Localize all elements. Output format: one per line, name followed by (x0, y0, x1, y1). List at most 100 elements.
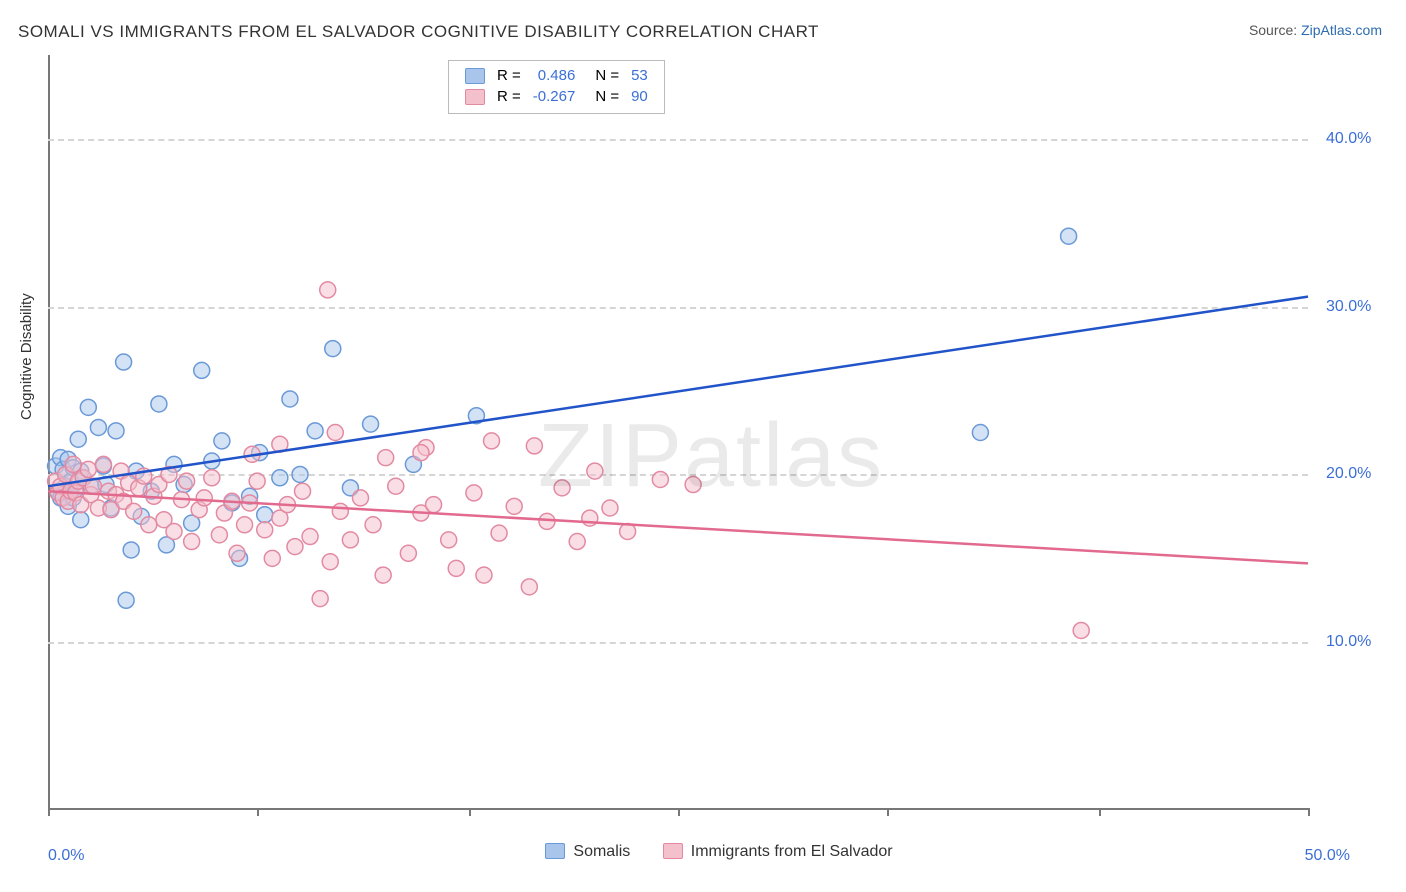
data-point-elsalvador (322, 554, 338, 570)
data-point-somalis (116, 354, 132, 370)
data-point-somalis (363, 416, 379, 432)
data-point-elsalvador (65, 456, 81, 472)
data-point-elsalvador (652, 471, 668, 487)
data-point-somalis (972, 425, 988, 441)
data-point-somalis (325, 341, 341, 357)
stats-R-label: R = (491, 65, 527, 86)
data-point-elsalvador (342, 532, 358, 548)
data-point-somalis (123, 542, 139, 558)
data-point-somalis (118, 592, 134, 608)
data-point-somalis (70, 431, 86, 447)
data-point-somalis (80, 399, 96, 415)
data-point-somalis (73, 512, 89, 528)
data-point-elsalvador (521, 579, 537, 595)
x-tick (1308, 808, 1310, 816)
legend-swatch-elsalvador (663, 843, 683, 859)
data-point-elsalvador (426, 497, 442, 513)
data-point-somalis (151, 396, 167, 412)
legend-label-elsalvador: Immigrants from El Salvador (691, 843, 893, 860)
source-link[interactable]: ZipAtlas.com (1301, 22, 1382, 38)
stats-R-value-somalis: 0.486 (527, 65, 582, 86)
data-point-elsalvador (95, 456, 111, 472)
data-point-elsalvador (539, 513, 555, 529)
legend-swatch-somalis (545, 843, 565, 859)
data-point-elsalvador (196, 490, 212, 506)
data-point-somalis (90, 419, 106, 435)
legend-swatch-somalis (465, 68, 485, 84)
data-point-elsalvador (80, 461, 96, 477)
data-point-elsalvador (257, 522, 273, 538)
trend-line-somalis (48, 297, 1308, 487)
data-point-elsalvador (506, 498, 522, 514)
data-point-elsalvador (249, 473, 265, 489)
data-point-elsalvador (413, 445, 429, 461)
legend-item-elsalvador: Immigrants from El Salvador (663, 843, 893, 861)
data-point-elsalvador (554, 480, 570, 496)
scatter-svg (48, 55, 1308, 810)
stats-R-value-elsalvador: -0.267 (527, 86, 582, 107)
data-point-elsalvador (448, 560, 464, 576)
chart-title: SOMALI VS IMMIGRANTS FROM EL SALVADOR CO… (18, 22, 819, 42)
data-point-somalis (307, 423, 323, 439)
data-point-elsalvador (388, 478, 404, 494)
data-point-somalis (214, 433, 230, 449)
data-point-elsalvador (602, 500, 618, 516)
data-point-somalis (282, 391, 298, 407)
stats-N-label: N = (581, 65, 625, 86)
data-point-elsalvador (1073, 622, 1089, 638)
data-point-elsalvador (211, 527, 227, 543)
data-point-elsalvador (204, 470, 220, 486)
data-point-elsalvador (466, 485, 482, 501)
data-point-elsalvador (141, 517, 157, 533)
stats-legend-table: R = 0.486 N = 53 R = -0.267 N = 90 (459, 65, 654, 107)
data-point-elsalvador (441, 532, 457, 548)
data-point-elsalvador (126, 503, 142, 519)
y-tick-label: 10.0% (1326, 633, 1371, 651)
data-point-elsalvador (491, 525, 507, 541)
y-tick-label: 30.0% (1326, 298, 1371, 316)
data-point-elsalvador (320, 282, 336, 298)
data-point-elsalvador (184, 534, 200, 550)
stats-legend: R = 0.486 N = 53 R = -0.267 N = 90 (448, 60, 665, 114)
data-point-elsalvador (302, 529, 318, 545)
data-point-elsalvador (237, 517, 253, 533)
data-point-elsalvador (484, 433, 500, 449)
data-point-elsalvador (375, 567, 391, 583)
data-point-elsalvador (352, 490, 368, 506)
data-point-elsalvador (332, 503, 348, 519)
data-point-elsalvador (287, 539, 303, 555)
plot-container: 10.0%20.0%30.0%40.0% 0.0% 50.0% ZIPatlas… (48, 55, 1390, 835)
data-point-elsalvador (229, 545, 245, 561)
series-legend: Somalis Immigrants from El Salvador (48, 843, 1390, 861)
stats-N-value-somalis: 53 (625, 65, 654, 86)
source-prefix: Source: (1249, 22, 1301, 38)
data-point-elsalvador (365, 517, 381, 533)
data-point-elsalvador (378, 450, 394, 466)
data-point-elsalvador (327, 425, 343, 441)
data-point-elsalvador (295, 483, 311, 499)
data-point-somalis (194, 362, 210, 378)
data-point-elsalvador (569, 534, 585, 550)
data-point-elsalvador (685, 477, 701, 493)
y-tick-label: 40.0% (1326, 130, 1371, 148)
y-tick-label: 20.0% (1326, 465, 1371, 483)
data-point-elsalvador (166, 523, 182, 539)
legend-label-somalis: Somalis (573, 843, 630, 860)
data-point-somalis (257, 507, 273, 523)
stats-N-value-elsalvador: 90 (625, 86, 654, 107)
stats-N-label: N = (581, 86, 625, 107)
data-point-elsalvador (476, 567, 492, 583)
legend-swatch-elsalvador (465, 89, 485, 105)
source-attribution: Source: ZipAtlas.com (1249, 22, 1382, 38)
data-point-elsalvador (264, 550, 280, 566)
data-point-elsalvador (526, 438, 542, 454)
y-axis-label: Cognitive Disability (18, 293, 35, 420)
legend-item-somalis: Somalis (545, 843, 630, 861)
plot-area (48, 55, 1308, 810)
data-point-somalis (1061, 228, 1077, 244)
stats-R-label: R = (491, 86, 527, 107)
data-point-elsalvador (312, 591, 328, 607)
data-point-elsalvador (400, 545, 416, 561)
data-point-elsalvador (587, 463, 603, 479)
data-point-somalis (272, 470, 288, 486)
